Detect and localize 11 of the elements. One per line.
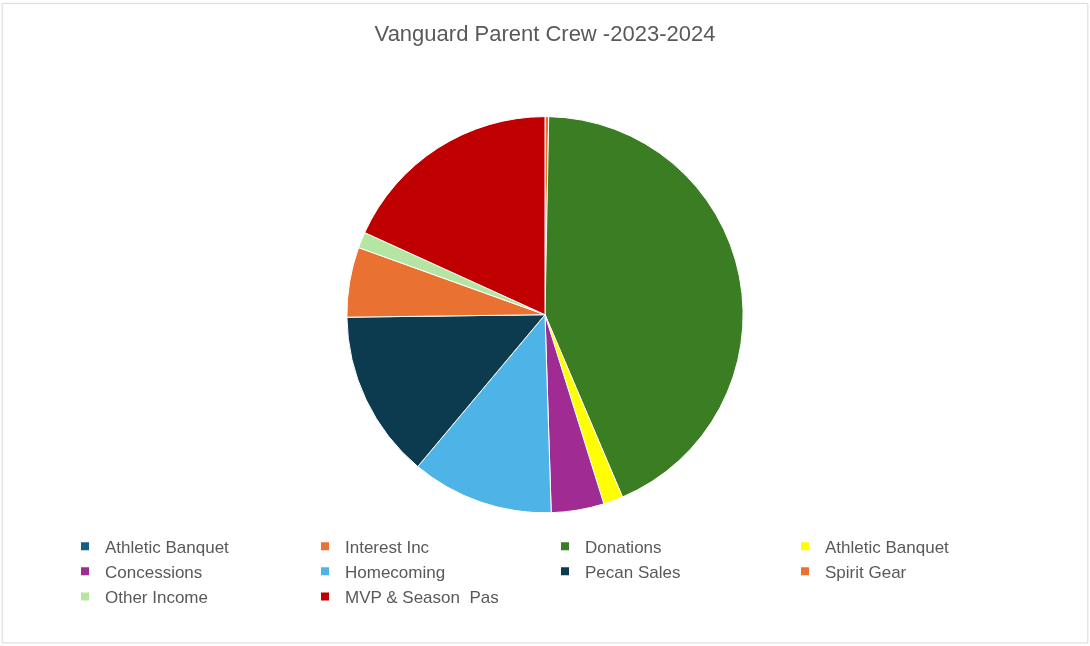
legend-label: MVP & Season Pas [345,588,499,608]
legend-label: Interest Inc [345,537,430,557]
legend-label: Athletic Banquet [825,537,950,557]
legend-label: Donations [585,537,662,557]
chart-title: Vanguard Parent Crew -2023-2024 [374,21,716,47]
legend-label: Spirit Gear [825,562,907,582]
legend-label: Homecoming [345,562,446,582]
legend-label: Pecan Sales [585,562,681,582]
legend-label: Athletic Banquet [105,537,230,557]
legend-label: Concessions [105,562,203,582]
legend-label: Other Income [105,588,208,608]
